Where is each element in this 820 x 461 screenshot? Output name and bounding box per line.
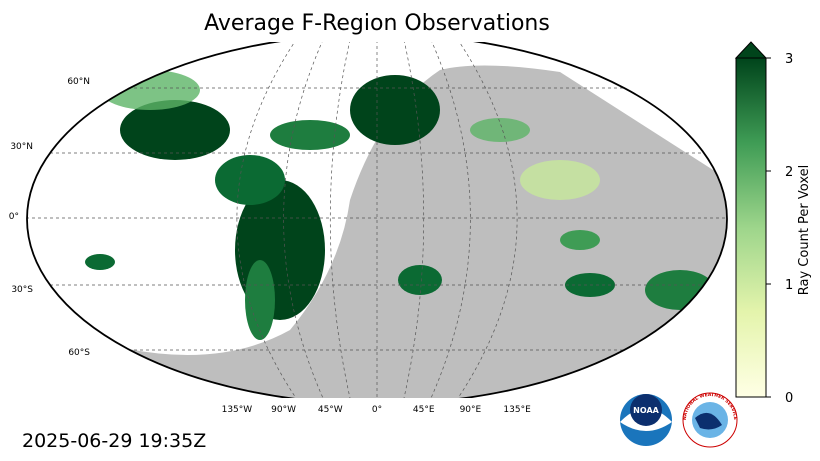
- noaa-text: NOAA: [633, 406, 659, 415]
- lon-label: 90°E: [460, 405, 482, 415]
- colorbar-tick-label: 1: [785, 278, 793, 293]
- lon-label: 0°: [372, 405, 382, 415]
- noaa-logo: NOAA: [620, 394, 672, 446]
- lon-label: 135°W: [222, 405, 253, 415]
- map-outline: [26, 42, 728, 398]
- nws-logo: NATIONAL WEATHER SERVICE: [682, 392, 738, 448]
- lat-label: 60°S: [68, 348, 90, 358]
- meridian: [453, 42, 518, 398]
- observation-density: [85, 70, 715, 340]
- colorbar-tick-label: 3: [785, 52, 793, 67]
- colorbar-extend: [734, 41, 768, 59]
- lon-label: 45°W: [318, 405, 343, 415]
- lat-label: 0°: [9, 212, 19, 222]
- colorbar: [735, 57, 767, 398]
- lon-label: 90°W: [271, 405, 296, 415]
- lon-label: 45°E: [413, 405, 435, 415]
- graticule: [27, 42, 727, 398]
- colorbar-label: Ray Count Per Voxel: [797, 165, 812, 295]
- lon-label: 135°E: [503, 405, 531, 415]
- meridian: [402, 42, 425, 398]
- colorbar-tick-label: 2: [785, 165, 793, 180]
- lat-label: 30°S: [11, 285, 33, 295]
- timestamp: 2025-06-29 19:35Z: [22, 430, 206, 452]
- lat-label: 30°N: [10, 142, 33, 152]
- title: Average F-Region Observations: [204, 11, 550, 36]
- colorbar-tick-label: 0: [785, 391, 793, 406]
- meridian: [236, 42, 301, 398]
- meridian: [329, 42, 352, 398]
- map: [26, 42, 728, 398]
- lat-label: 60°N: [67, 77, 90, 87]
- night-shade: [60, 65, 727, 398]
